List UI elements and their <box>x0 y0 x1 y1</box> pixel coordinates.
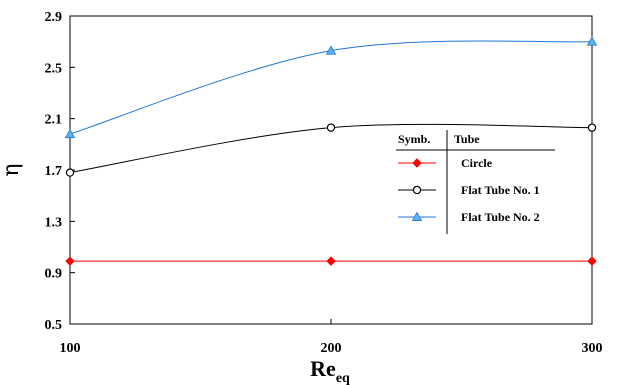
x-axis-ticks: 100 200 300 <box>60 319 603 356</box>
x-tick-label: 200 <box>321 341 342 356</box>
legend-header-label: Tube <box>454 132 480 146</box>
series-line <box>69 40 593 135</box>
x-axis-label: Reeq <box>310 356 350 385</box>
legend-item: Flat Tube No. 2 <box>398 210 540 224</box>
legend-item-label: Circle <box>461 156 493 170</box>
y-tick-label: 2.5 <box>45 61 63 76</box>
data-point-marker <box>65 256 75 266</box>
series-layer <box>64 36 598 266</box>
legend-items: Circle Flat Tube No. 1 Flat Tube No. 2 <box>398 156 540 224</box>
series-0 <box>65 256 597 266</box>
x-axis-label-subscript: eq <box>336 371 350 385</box>
data-point-marker <box>587 123 597 132</box>
y-axis-ticks: 0.5 0.9 1.3 1.7 2.1 2.5 2.9 <box>45 10 75 333</box>
data-point-marker <box>65 168 75 177</box>
y-tick-label: 2.9 <box>45 10 63 25</box>
data-point-marker <box>587 256 597 266</box>
legend-item: Circle <box>398 156 493 170</box>
legend-swatch-marker <box>411 211 423 222</box>
y-tick-label: 1.3 <box>45 215 63 230</box>
series-1 <box>65 123 597 177</box>
y-tick-label: 1.7 <box>45 164 63 179</box>
legend: Symb. Tube Circle Flat Tube No. 1 Flat Tub… <box>396 130 555 234</box>
plot-frame <box>69 15 593 325</box>
y-tick-label: 2.1 <box>45 113 63 128</box>
legend-swatch-marker <box>412 185 422 195</box>
data-point-marker <box>326 123 336 132</box>
data-point-marker <box>326 256 336 266</box>
legend-item-label: Flat Tube No. 1 <box>461 183 540 197</box>
legend-header-symbol: Symb. <box>398 132 430 146</box>
legend-item-label: Flat Tube No. 2 <box>461 210 540 224</box>
data-point-marker <box>325 45 337 55</box>
x-tick-label: 100 <box>60 341 81 356</box>
y-axis-label: η <box>0 163 24 176</box>
data-point-marker <box>586 36 598 46</box>
x-axis-label-main: Re <box>310 356 336 381</box>
y-tick-label: 0.9 <box>45 267 63 282</box>
legend-item: Flat Tube No. 1 <box>398 183 540 197</box>
data-point-marker <box>64 128 76 139</box>
x-tick-label: 300 <box>582 341 603 356</box>
series-2 <box>64 36 598 139</box>
y-tick-label: 0.5 <box>45 318 63 333</box>
legend-swatch-marker <box>412 158 422 168</box>
